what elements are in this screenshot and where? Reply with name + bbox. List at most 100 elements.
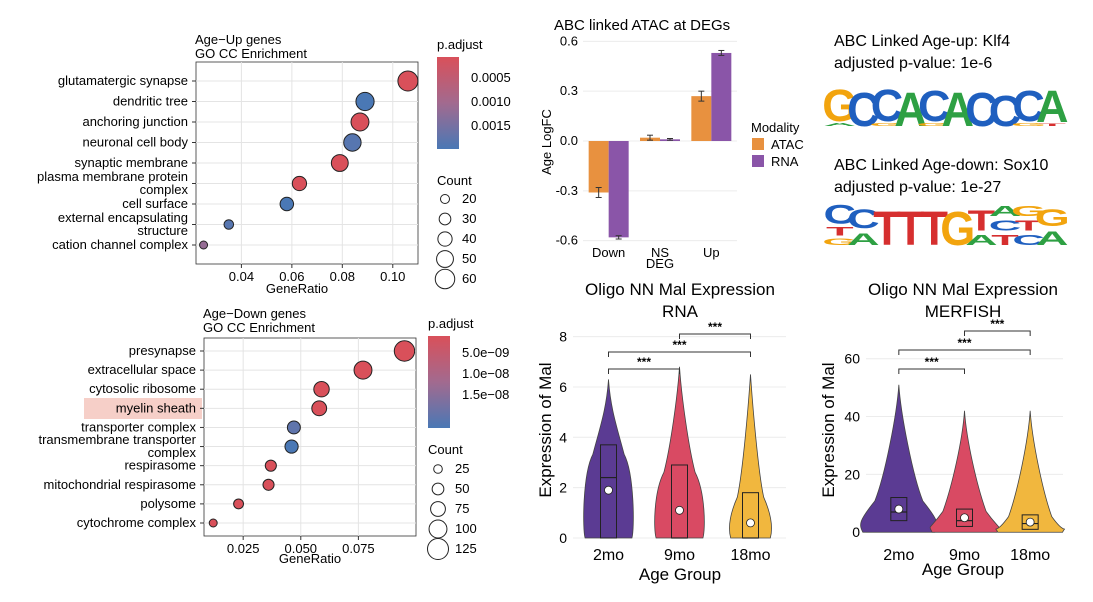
logo-letter: G [869,122,904,127]
count-legend-circle [430,501,446,517]
violin-2mo [860,384,938,533]
bar-x-tick-label: Down [592,245,625,260]
enrichment-dot [291,175,308,192]
enrichment-dot [199,240,209,250]
rna-violin-title: Oligo NN Mal Expression [585,280,775,299]
merfish-violin-subtitle: MERFISH [925,302,1002,321]
count-legend-label: 50 [455,481,469,496]
logo-letter: A [965,233,997,249]
violin-y-tick-label: 0 [852,524,860,540]
logo-letter: G [1035,204,1070,231]
logo-letter: A [847,230,879,249]
category-label: external encapsulating structure [58,210,188,238]
x-tick-label: 0.06 [279,269,304,284]
bar-y-tick-label: -0.3 [556,183,578,198]
enrichment-dot [330,154,349,172]
logo-letter: C [1012,233,1044,249]
count-legend-label: 30 [462,211,476,226]
significance-bracket [608,351,751,357]
significance-bracket [679,333,751,339]
enrichment-dot [393,340,416,362]
count-legend-label: 60 [462,271,476,286]
logo-letter: C [1012,83,1044,131]
motif-panel: ABC Linked Age-up: Klf4 adjusted p-value… [822,33,1069,255]
enrichment-dot [233,498,244,510]
count-legend-label: 40 [462,231,476,246]
legend-rna-swatch [752,155,764,167]
enrichment-dot [350,112,370,132]
category-label: cation channel complex [52,237,188,252]
enrichment-dot [353,360,373,380]
age-up-count-legend: 20 30 40 50 60 [434,191,476,290]
category-label: extracellular space [88,362,196,377]
box-18mo [1021,514,1039,530]
colorbar-label: 5.0e−09 [462,345,509,360]
logo-letter: T [1015,218,1043,234]
sox10-motif-title: ABC Linked Age-down: Sox10 [834,157,1048,174]
violin-18mo [995,410,1065,533]
category-label: respirasome [124,458,196,473]
mean-point [894,504,904,514]
logo-letter: C [989,218,1021,234]
logo-letter: C [989,88,1021,136]
x-tick-label: 0.10 [380,269,405,284]
colorbar-label: 0.0010 [471,94,511,109]
box-2mo [600,444,617,539]
bar-y-tick-label: 0.3 [560,83,578,98]
count-legend-circle [437,231,453,247]
logo-letter: A [824,122,856,127]
logo-letter: G [1011,122,1046,127]
violin-x-tick-label: 18mo [1010,547,1050,564]
violin-y-tick-label: 40 [844,409,860,425]
category-label: neuronal cell body [82,135,188,150]
significance-label: *** [672,338,686,352]
significance-bracket [898,368,965,374]
rna-violin-plot: Oligo NN Mal Expression RNA 0 2 4 6 8 2mo 9mo 1… [536,280,786,584]
klf4-motif-title: ABC Linked Age-up: Klf4 [834,33,1010,50]
age-down-padj-colorbar [428,336,450,428]
count-legend-label: 50 [462,251,476,266]
violin-y-tick-label: 6 [559,379,567,395]
significance-label: *** [925,355,939,369]
logo-letter: A [1036,81,1068,132]
legend-atac-label: ATAC [771,137,804,152]
violin-9mo [929,410,1000,533]
category-label: myelin sheath [116,400,196,415]
category-label: mitochondrial respirasome [44,477,196,492]
violin-y-tick-label: 8 [559,329,567,345]
rna-violin-subtitle: RNA [662,302,699,321]
enrichment-dot [284,439,299,454]
logo-letter: T [1038,123,1066,127]
age-up-padj-legend-title: p.adjust [437,37,483,52]
enrichment-dot [313,381,330,398]
violin-y-tick-label: 0 [559,530,567,546]
count-legend-circle [439,193,451,205]
age-up-category-labels: glutamatergic synapse dendritic tree ancho… [37,73,189,252]
colorbar-label: 0.0005 [471,70,511,85]
x-tick-label: 0.08 [330,269,355,284]
logo-letter: C [918,83,950,131]
count-legend-circle [434,268,456,290]
mean-point [960,513,969,523]
age-down-x-ticks: 0.025 0.050 0.075 [200,350,375,556]
logo-letter: A [894,83,926,137]
count-legend-label: 100 [455,521,477,536]
legend-atac-swatch [752,138,764,150]
x-tick-label: 0.075 [342,541,375,556]
enrichment-dot [262,478,275,491]
logo-letter: G [917,122,952,127]
count-legend-circle [431,482,445,496]
mean-point [675,505,684,515]
logo-letter: C [824,200,856,229]
logo-letter: G [1011,204,1046,220]
merfish-violin-content: 0 20 40 60 2mo 9mo 18mo *** *** *** [844,317,1065,564]
significance-label: *** [708,320,722,334]
category-label: transporter complex [81,419,196,434]
myelin-sheath-highlight [84,398,202,419]
category-label: plasma membrane protein complex [37,169,189,197]
age-down-padj-legend-labels: 5.0e−09 1.0e−08 1.5e−08 [450,345,509,402]
bar-atac [588,141,609,193]
enrichment-dot [279,196,295,212]
